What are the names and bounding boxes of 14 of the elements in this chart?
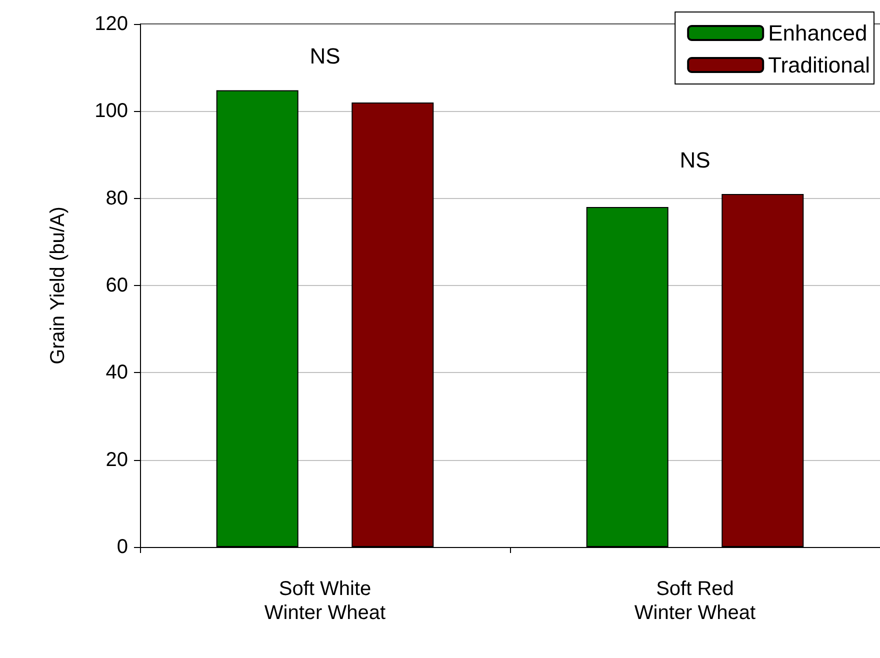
- y-tick-label: 80: [106, 187, 128, 210]
- y-tick-label: 120: [94, 13, 128, 35]
- y-tick-label: 100: [94, 100, 128, 122]
- legend-label: Enhanced: [768, 20, 868, 46]
- y-tick-label: 40: [106, 362, 128, 384]
- x-tick-label: Soft Red Winter Wheat: [634, 578, 756, 624]
- x-tick-label: Soft White Winter Wheat: [264, 578, 386, 624]
- annotation: NS: [680, 147, 710, 172]
- annotation: NS: [310, 44, 340, 69]
- y-tick-label: 20: [106, 448, 128, 471]
- y-tick-label: 0: [116, 536, 128, 558]
- y-axis-title: Grain Yield (bu/A): [47, 206, 69, 364]
- legend-label: Traditional: [768, 52, 870, 78]
- y-tick-label: 60: [106, 274, 128, 296]
